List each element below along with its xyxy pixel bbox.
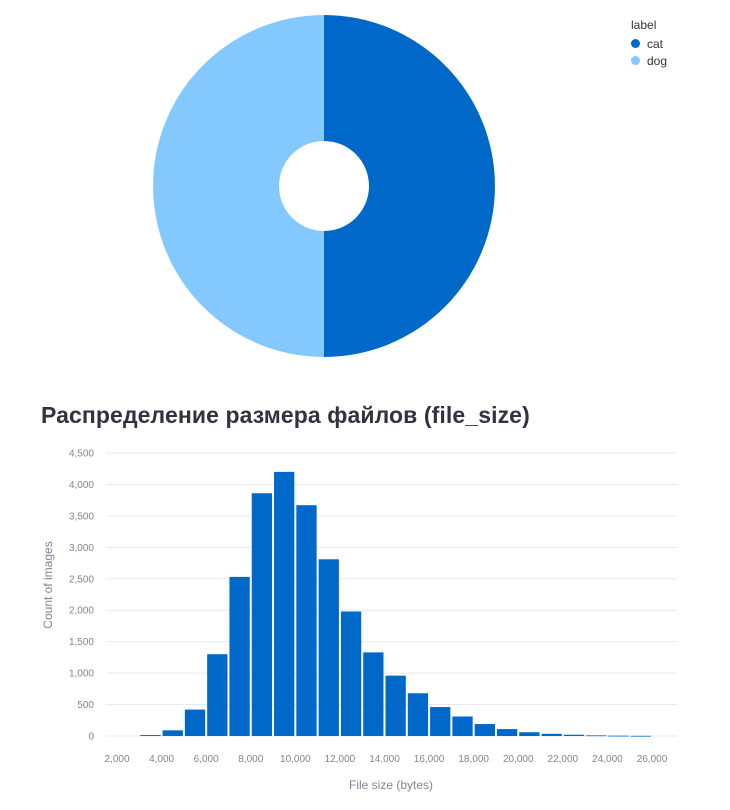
label-donut-chart: [153, 15, 495, 357]
histogram-bars: [140, 471, 651, 737]
histogram-bar[interactable]: [586, 735, 607, 737]
x-tick-label: 14,000: [369, 754, 400, 765]
histogram-bar[interactable]: [229, 576, 250, 736]
x-tick-label: 24,000: [592, 754, 623, 765]
histogram-bar[interactable]: [207, 654, 228, 736]
histogram-bar[interactable]: [541, 733, 562, 736]
histogram-bar[interactable]: [430, 707, 451, 736]
legend-label-cat: cat: [647, 36, 664, 51]
y-tick-label: 3,000: [69, 543, 94, 554]
histogram-bar[interactable]: [563, 734, 585, 736]
grid-lines: [106, 452, 677, 737]
legend-title: label: [631, 18, 657, 32]
y-axis-ticks: 0 500 1,000 1,500 2,000 2,500 3,000 3,500 4,000 4…: [69, 449, 94, 743]
donut-legend: label cat dog: [631, 18, 667, 69]
x-tick-label: 22,000: [548, 754, 579, 765]
y-tick-label: 4,000: [69, 480, 94, 491]
donut-slice-dog[interactable]: [153, 15, 324, 357]
legend-label-dog: dog: [647, 53, 668, 68]
x-tick-label: 26,000: [637, 754, 668, 765]
x-tick-label: 16,000: [414, 754, 445, 765]
x-tick-label: 12,000: [325, 754, 356, 765]
x-axis-label: File size (bytes): [349, 778, 433, 792]
x-tick-label: 10,000: [280, 754, 311, 765]
histogram-bar[interactable]: [140, 735, 161, 736]
histogram-bar[interactable]: [251, 493, 273, 736]
legend-swatch-dog: [631, 56, 640, 65]
histogram-bar[interactable]: [340, 611, 362, 736]
histogram-bar[interactable]: [162, 730, 183, 736]
y-tick-label: 4,500: [69, 449, 94, 460]
histogram-title: Распределение размера файлов (file_size): [41, 402, 530, 428]
histogram-bar[interactable]: [318, 559, 339, 736]
histogram-bar[interactable]: [630, 735, 651, 737]
histogram-bar[interactable]: [407, 693, 429, 736]
histogram-bar[interactable]: [452, 716, 473, 736]
y-tick-label: 1,000: [69, 669, 94, 680]
y-tick-label: 2,500: [69, 574, 94, 585]
histogram-bar[interactable]: [363, 652, 384, 736]
file-size-histogram: 0 500 1,000 1,500 2,000 2,500 3,000 3,500 4,000 4…: [41, 449, 677, 792]
x-tick-label: 20,000: [503, 754, 534, 765]
histogram-bar[interactable]: [496, 729, 518, 736]
histogram-bar[interactable]: [385, 675, 406, 736]
donut-slice-cat[interactable]: [324, 15, 495, 357]
x-tick-label: 6,000: [194, 754, 219, 765]
legend-item-dog[interactable]: dog: [631, 52, 667, 69]
y-tick-label: 1,500: [69, 637, 94, 648]
histogram-bar[interactable]: [474, 724, 495, 736]
legend-item-cat[interactable]: cat: [631, 35, 667, 52]
histogram-bar[interactable]: [296, 505, 317, 736]
y-tick-label: 500: [77, 700, 94, 711]
histogram-bar[interactable]: [274, 471, 295, 736]
x-axis-ticks: 2,000 4,000 6,000 8,000 10,000 12,000 14,000 16…: [104, 754, 667, 765]
y-tick-label: 0: [88, 732, 94, 743]
x-tick-label: 4,000: [149, 754, 174, 765]
histogram-bar[interactable]: [519, 732, 540, 736]
x-tick-label: 8,000: [238, 754, 263, 765]
histogram-bar[interactable]: [184, 709, 206, 736]
x-tick-label: 18,000: [458, 754, 489, 765]
y-tick-label: 2,000: [69, 606, 94, 617]
y-axis-label: Count of images: [41, 541, 55, 628]
y-tick-label: 3,500: [69, 511, 94, 522]
legend-swatch-cat: [631, 39, 640, 48]
x-tick-label: 2,000: [104, 754, 129, 765]
histogram-bar[interactable]: [608, 735, 629, 737]
